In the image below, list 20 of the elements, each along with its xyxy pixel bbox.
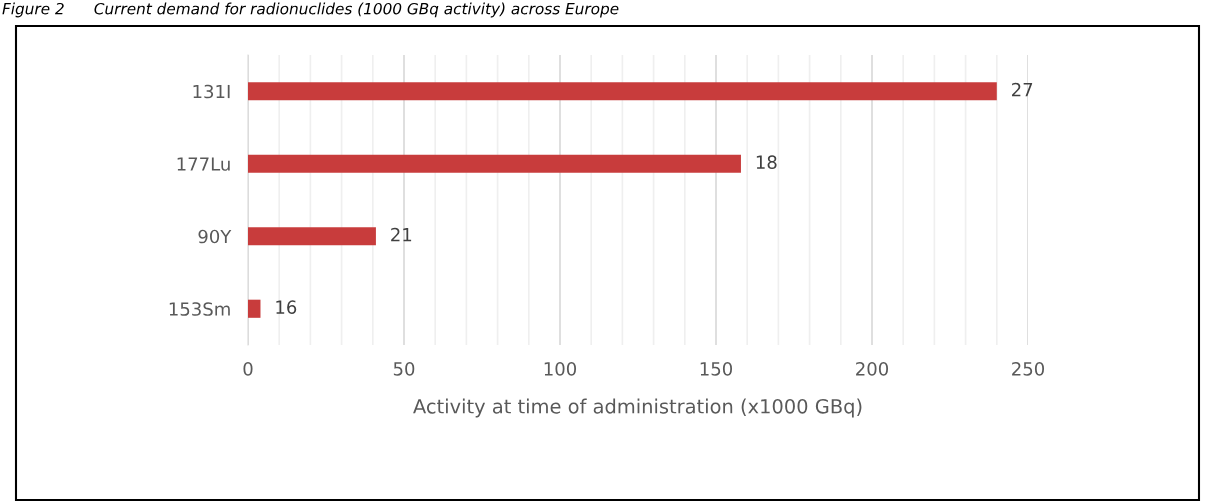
x-tick-label: 150 xyxy=(700,361,733,376)
x-tick-label: 0 xyxy=(243,361,253,376)
y-tick-label: 131I xyxy=(193,84,230,99)
x-tick-label: 200 xyxy=(856,361,889,376)
bar xyxy=(248,154,741,173)
bar xyxy=(248,299,261,318)
annotation: 21 xyxy=(391,227,412,242)
bar xyxy=(248,82,997,101)
y-tick-label: 153Sm xyxy=(169,302,230,316)
y-tick-label: 90Y xyxy=(198,229,232,244)
bar xyxy=(248,227,376,246)
x-tick-label: 100 xyxy=(544,361,577,376)
y-tick-label: 177Lu xyxy=(177,157,230,171)
annotation: 27 xyxy=(1012,82,1033,97)
x-tick-label: 250 xyxy=(1012,361,1045,376)
annotation: 16 xyxy=(276,300,297,314)
x-tick-label: 50 xyxy=(393,361,415,376)
chart-title: Figure 2 Current demand for radionuclides (1000 GBq activity) across Europe xyxy=(2,2,619,18)
annotation: 18 xyxy=(756,155,777,169)
x-axis-title: Activity at time of administration (x1000 GBq) xyxy=(413,398,862,418)
